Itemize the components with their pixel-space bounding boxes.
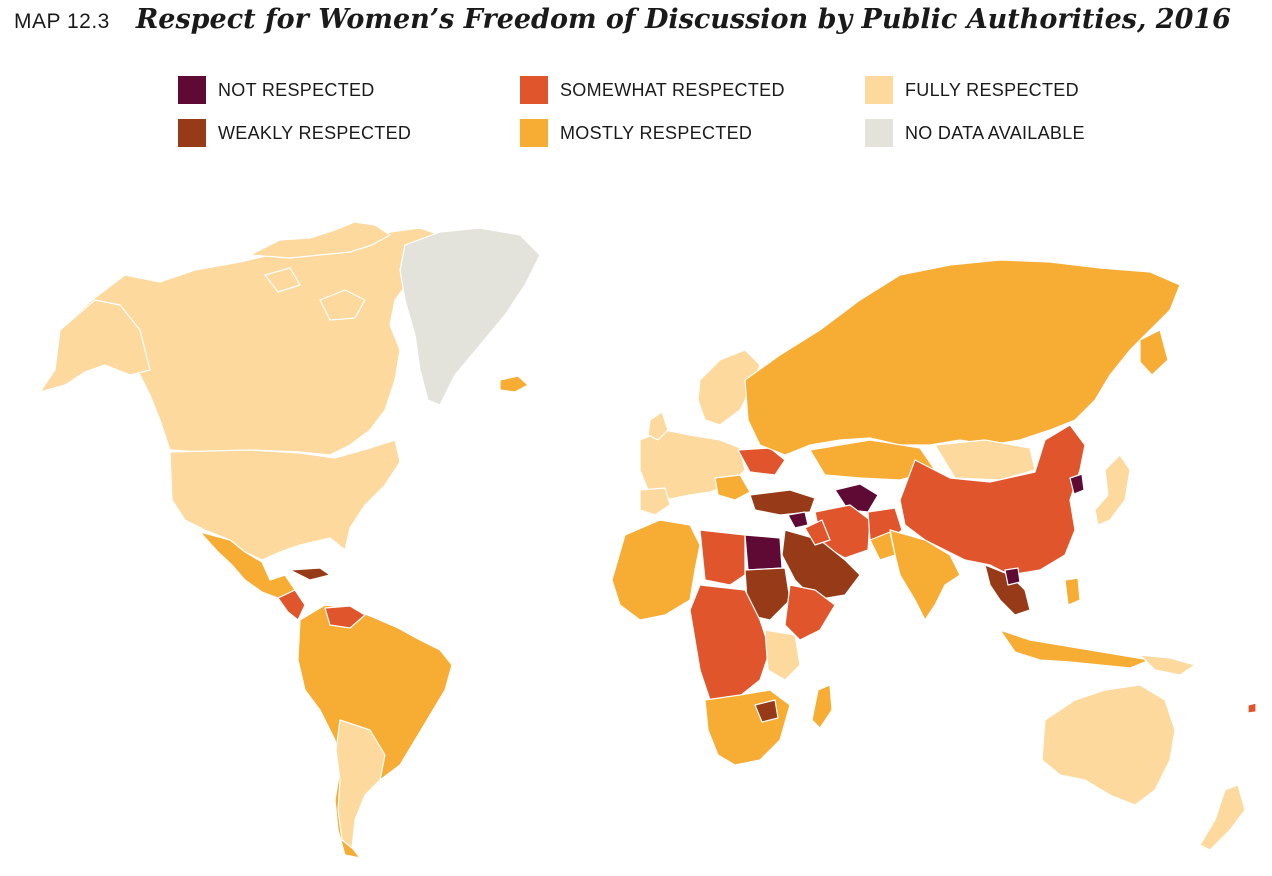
legend-item-somewhat-respected: SOMEWHAT RESPECTED — [520, 76, 785, 104]
region-syria — [787, 511, 809, 529]
legend-label: NO DATA AVAILABLE — [905, 122, 1085, 143]
map-legend: NOT RESPECTED WEAKLY RESPECTED SOMEWHAT … — [0, 0, 1272, 160]
region-southern-cone — [335, 719, 386, 849]
region-japan — [1094, 454, 1131, 526]
region-australia — [1041, 684, 1176, 806]
region-pakistan — [869, 531, 896, 561]
region-russia — [744, 259, 1181, 456]
legend-swatch — [178, 76, 206, 104]
region-pacific-island — [1247, 702, 1257, 714]
legend-item-fully-respected: FULLY RESPECTED — [865, 76, 1079, 104]
region-madagascar — [811, 684, 833, 729]
region-north-africa — [699, 529, 746, 586]
region-canada-islands — [249, 221, 391, 321]
map-number-label: MAP 12.3 — [14, 10, 110, 33]
region-central-america — [277, 589, 306, 621]
legend-item-weakly-respected: WEAKLY RESPECTED — [178, 119, 411, 147]
region-iceland — [499, 375, 529, 393]
region-saudi-arabia — [781, 529, 861, 601]
region-west-africa — [611, 519, 701, 621]
region-alaska — [39, 299, 151, 393]
legend-swatch — [865, 119, 893, 147]
legend-swatch — [520, 76, 548, 104]
region-north-korea — [1069, 473, 1085, 495]
region-iberia — [639, 487, 671, 516]
region-horn-of-africa — [784, 584, 836, 641]
region-laos — [1004, 567, 1021, 586]
region-east-africa — [764, 629, 801, 681]
legend-swatch — [520, 119, 548, 147]
legend-label: SOMEWHAT RESPECTED — [560, 79, 785, 100]
legend-item-no-data: NO DATA AVAILABLE — [865, 119, 1085, 147]
region-new-guinea — [1139, 654, 1196, 676]
region-venezuela — [324, 605, 366, 629]
region-balkans — [714, 474, 751, 501]
region-indonesia — [999, 629, 1151, 669]
region-greenland — [399, 227, 541, 406]
region-venezuela-colombia — [297, 604, 453, 859]
region-caribbean — [289, 567, 331, 581]
legend-item-mostly-respected: MOSTLY RESPECTED — [520, 119, 752, 147]
region-egypt — [744, 534, 783, 571]
region-southern-africa — [704, 689, 791, 766]
legend-label: FULLY RESPECTED — [905, 79, 1079, 100]
legend-label: WEAKLY RESPECTED — [218, 122, 412, 143]
region-uk — [647, 411, 669, 441]
map-header: MAP 12.3 Respect for Women’s Freedom of … — [14, 4, 1231, 44]
region-zimbabwe — [754, 699, 779, 723]
region-iraq — [804, 519, 831, 546]
region-usa — [169, 439, 401, 561]
region-philippines — [1064, 577, 1081, 606]
region-turkey — [749, 489, 816, 516]
region-kamchatka — [1139, 329, 1169, 376]
map-title: Respect for Women’s Freedom of Discussio… — [135, 4, 1231, 35]
legend-label: MOSTLY RESPECTED — [560, 122, 753, 143]
region-india — [889, 529, 961, 621]
region-mongolia — [934, 439, 1036, 481]
region-eastern-europe — [737, 447, 786, 476]
legend-swatch — [865, 76, 893, 104]
legend-swatch — [178, 119, 206, 147]
legend-item-not-respected: NOT RESPECTED — [178, 76, 375, 104]
legend-label: NOT RESPECTED — [218, 79, 375, 100]
region-new-zealand — [1199, 784, 1246, 851]
region-scandinavia — [697, 349, 761, 426]
